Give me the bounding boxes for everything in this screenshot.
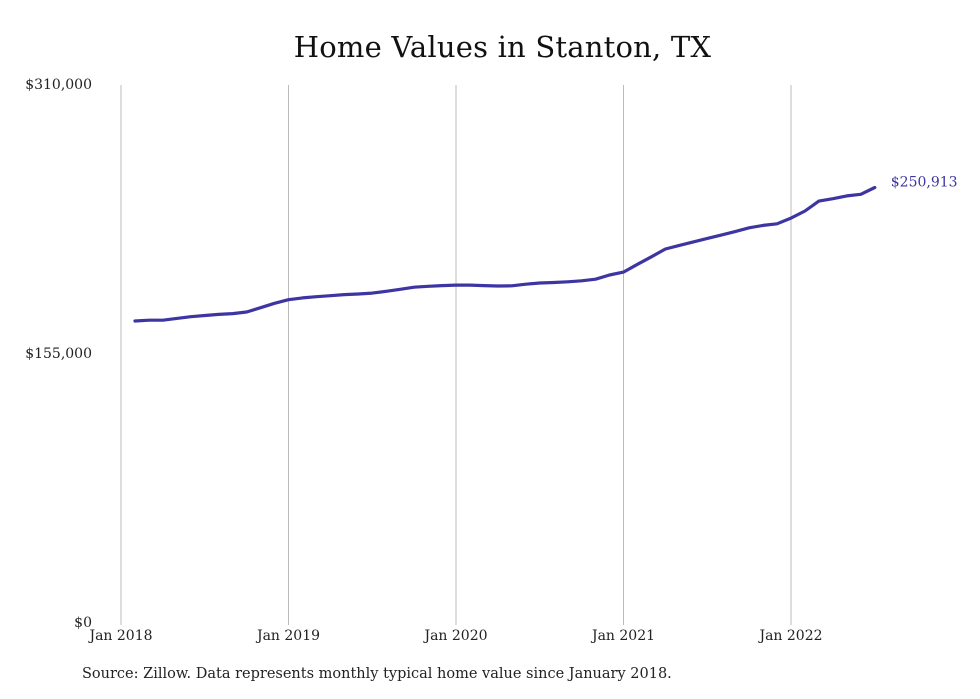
chart-title: Home Values in Stanton, TX [293,30,712,64]
x-axis-ticks: Jan 2018 Jan 2019 Jan 2020 Jan 2021 Jan 2022 [87,628,822,644]
series-line [133,185,877,323]
x-tick-label: Jan 2020 [422,628,487,644]
x-tick-label: Jan 2019 [255,628,320,644]
x-tick-label: Jan 2021 [590,628,655,644]
x-tick-label: Jan 2018 [87,628,152,644]
y-tick-label: $0 [74,615,92,631]
series-layer: $250,913 [133,175,958,323]
x-tick-label: Jan 2022 [757,628,822,644]
source-note: Source: Zillow. Data represents monthly … [82,666,672,682]
y-tick-label: $310,000 [25,77,92,93]
y-tick-label: $155,000 [25,346,92,362]
grid-lines [120,85,792,625]
end-value-label: $250,913 [891,175,958,191]
y-axis-ticks: $0 $155,000 $310,000 [25,77,92,631]
